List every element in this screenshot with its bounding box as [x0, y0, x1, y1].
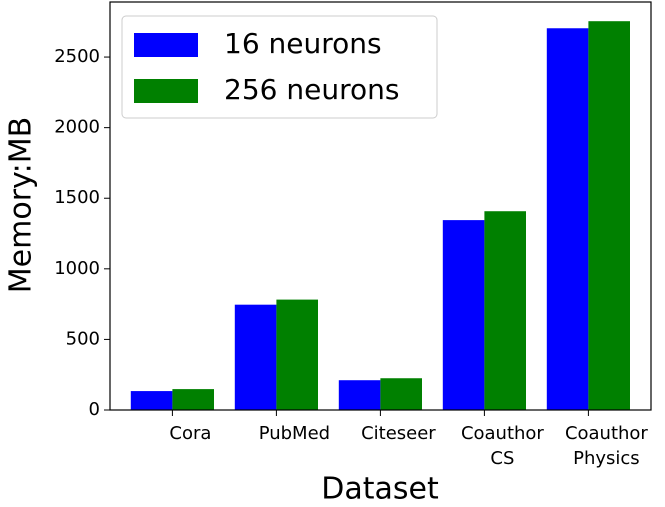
bar	[380, 378, 422, 410]
bar	[338, 380, 381, 410]
y-tick-label: 2000	[54, 117, 100, 138]
y-tick-label: 1500	[54, 187, 100, 208]
legend-box	[121, 15, 438, 119]
y-tick-label: 2500	[54, 46, 100, 67]
x-tick-label: Citeseer	[361, 423, 436, 444]
legend-label: 16 neurons	[224, 27, 382, 60]
x-axis-label: Dataset	[321, 472, 439, 507]
bar	[546, 28, 589, 411]
y-tick-label: 1000	[54, 258, 100, 279]
bar	[276, 299, 318, 410]
x-tick-label: Cora	[169, 423, 211, 444]
legend-swatch	[134, 33, 198, 57]
legend-swatch	[134, 79, 198, 103]
bar	[130, 391, 173, 410]
legend-label: 256 neurons	[224, 73, 399, 106]
bar	[484, 211, 526, 410]
y-tick-label: 500	[66, 328, 100, 349]
bar	[172, 389, 214, 410]
x-tick-label: Coauthor CS	[461, 423, 544, 469]
x-tick-label: Coauthor Physics	[565, 423, 648, 469]
y-axis-label: Memory:MB	[4, 117, 39, 293]
plot-frame	[109, 1, 652, 411]
bar	[442, 220, 485, 410]
x-tick-label: PubMed	[259, 423, 330, 444]
y-tick-label: 0	[89, 399, 100, 420]
bar	[588, 21, 630, 410]
bar	[234, 304, 277, 410]
